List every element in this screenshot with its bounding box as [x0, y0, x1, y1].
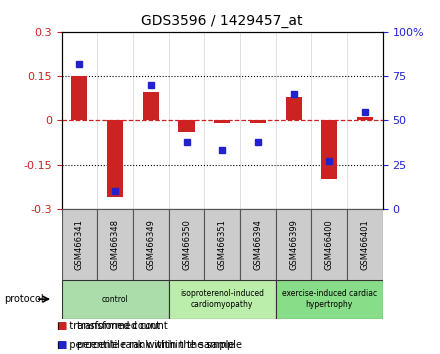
Bar	[143, 92, 159, 120]
Text: ■: ■	[57, 341, 66, 350]
Text: ■: ■	[57, 321, 66, 331]
Text: GSM466348: GSM466348	[110, 219, 120, 270]
Text: GSM466399: GSM466399	[289, 219, 298, 270]
Text: ■ percentile rank within the sample: ■ percentile rank within the sample	[57, 341, 235, 350]
Bar	[321, 120, 337, 179]
Text: ■: ■	[57, 341, 66, 350]
Text: GSM466349: GSM466349	[147, 219, 155, 270]
Text: GSM466394: GSM466394	[253, 219, 262, 270]
Bar	[357, 118, 373, 120]
Bar	[169, 280, 276, 319]
Bar	[71, 76, 88, 120]
Bar	[250, 120, 266, 123]
Text: GSM466341: GSM466341	[75, 219, 84, 270]
Bar	[62, 209, 97, 280]
Bar	[179, 120, 194, 132]
Text: isoproterenol-induced
cardiomyopathy: isoproterenol-induced cardiomyopathy	[180, 290, 264, 309]
Bar	[62, 280, 169, 319]
Bar	[286, 97, 301, 120]
Text: exercise-induced cardiac
hypertrophy: exercise-induced cardiac hypertrophy	[282, 290, 377, 309]
Text: percentile rank within the sample: percentile rank within the sample	[77, 341, 242, 350]
Text: ■: ■	[57, 321, 66, 331]
Bar	[347, 209, 383, 280]
Text: protocol: protocol	[4, 294, 44, 304]
Bar	[214, 120, 230, 123]
Bar	[240, 209, 276, 280]
Bar	[169, 209, 204, 280]
Text: transformed count: transformed count	[77, 321, 168, 331]
Text: control: control	[102, 295, 128, 304]
Bar	[107, 120, 123, 197]
Text: GSM466401: GSM466401	[360, 219, 370, 270]
Title: GDS3596 / 1429457_at: GDS3596 / 1429457_at	[141, 14, 303, 28]
Bar	[204, 209, 240, 280]
Bar	[133, 209, 169, 280]
Text: ■ transformed count: ■ transformed count	[57, 321, 160, 331]
Text: GSM466351: GSM466351	[218, 219, 227, 270]
Bar	[312, 209, 347, 280]
Bar	[97, 209, 133, 280]
Text: GSM466400: GSM466400	[325, 219, 334, 270]
Bar	[276, 209, 312, 280]
Text: GSM466350: GSM466350	[182, 219, 191, 270]
Bar	[276, 280, 383, 319]
